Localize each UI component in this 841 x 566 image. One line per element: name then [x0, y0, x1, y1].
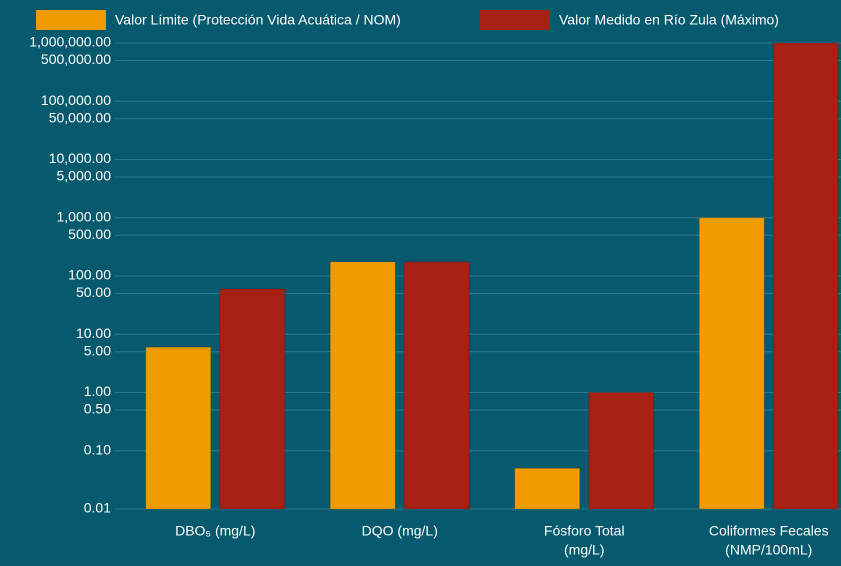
y-tick-label: 1,000.00 — [57, 208, 112, 224]
x-tick-label: Coliformes Fecales — [709, 523, 829, 539]
legend-swatch — [480, 10, 550, 30]
y-tick-label: 1.00 — [84, 383, 111, 399]
bar — [329, 261, 396, 510]
y-tick-label: 10,000.00 — [49, 150, 111, 166]
bar — [588, 392, 655, 510]
legend-label: Valor Medido en Río Zula (Máximo) — [559, 12, 779, 28]
legend-swatch — [36, 10, 106, 30]
x-tick-label: (NMP/100mL) — [725, 542, 812, 558]
bar — [514, 467, 581, 510]
x-tick-label: DQO (mg/L) — [362, 523, 438, 539]
y-tick-label: 50.00 — [76, 284, 111, 300]
y-tick-label: 100.00 — [68, 267, 111, 283]
legend-label: Valor Límite (Protección Vida Acuática /… — [115, 12, 401, 28]
y-tick-label: 10.00 — [76, 325, 111, 341]
bar — [219, 288, 286, 510]
y-tick-label: 5.00 — [84, 342, 111, 358]
y-tick-label: 100,000.00 — [41, 92, 111, 108]
y-tick-label: 500,000.00 — [41, 51, 111, 67]
y-tick-label: 50,000.00 — [49, 109, 111, 125]
bar — [698, 217, 765, 510]
y-tick-label: 0.10 — [84, 441, 111, 457]
x-tick-label: DBO₅ (mg/L) — [175, 523, 255, 539]
bar — [403, 261, 470, 510]
y-tick-label: 500.00 — [68, 226, 111, 242]
y-tick-label: 0.01 — [84, 500, 111, 516]
y-tick-label: 1,000,000.00 — [29, 34, 111, 50]
x-tick-label: (mg/L) — [564, 542, 604, 558]
bar — [145, 346, 212, 510]
y-tick-label: 0.50 — [84, 401, 111, 417]
y-tick-label: 5,000.00 — [57, 168, 112, 184]
x-tick-label: Fósforo Total — [544, 523, 625, 539]
bar — [772, 42, 839, 510]
